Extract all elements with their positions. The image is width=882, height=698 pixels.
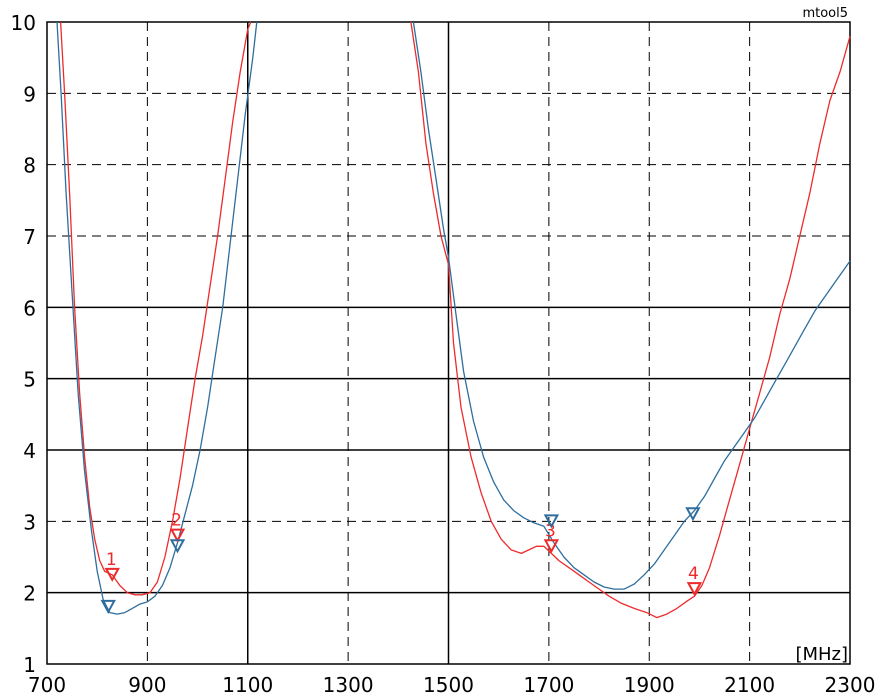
corner-label: mtool5 — [802, 6, 848, 21]
y-tick-label-6: 6 — [23, 296, 36, 320]
y-tick-label-3: 3 — [23, 510, 36, 534]
x-tick-label-700: 700 — [28, 673, 66, 697]
marker-1-icon — [104, 567, 120, 582]
curves — [56, 21, 851, 619]
markers: 1 2 3 4 — [100, 507, 703, 615]
marker-6-icon — [169, 539, 186, 554]
x-tick-label-1500: 1500 — [423, 673, 474, 697]
y-tick-label-5: 5 — [23, 368, 36, 392]
series-1-band2-line — [410, 21, 851, 619]
x-tick-label-2300: 2300 — [825, 673, 876, 697]
marker-label-4: 4 — [688, 564, 699, 584]
marker-label-3: 3 — [545, 521, 556, 541]
x-tick-label-1900: 1900 — [624, 673, 675, 697]
x-tick-label-2100: 2100 — [724, 673, 775, 697]
marker-8-icon — [685, 507, 701, 522]
y-tick-label-9: 9 — [23, 82, 36, 106]
y-tick-label-2: 2 — [23, 582, 36, 606]
y-tick-label-8: 8 — [23, 154, 36, 178]
y-tick-label-10: 10 — [11, 11, 36, 35]
marker-2-icon — [169, 528, 186, 543]
x-tick-label-900: 900 — [128, 673, 166, 697]
series-1-band1-line — [59, 21, 252, 596]
marker-label-2: 2 — [171, 511, 182, 531]
marker-label-1: 1 — [106, 550, 117, 570]
grid — [47, 22, 850, 664]
marker-3-icon — [543, 539, 560, 554]
y-tick-label-4: 4 — [23, 439, 36, 463]
x-tick-label-1300: 1300 — [323, 673, 374, 697]
series-2-band2-line — [412, 21, 851, 590]
x-tick-label-1100: 1100 — [222, 673, 273, 697]
series-2-band1-line — [56, 21, 258, 615]
x-tick-label-1700: 1700 — [523, 673, 574, 697]
marker-4-icon — [686, 582, 703, 597]
tick-labels: 700 900 1100 1300 1500 1700 1900 2100 2300 1 2 3 4 5 6… — [11, 11, 876, 697]
x-unit-label: [MHz] — [795, 644, 848, 665]
y-tick-label-7: 7 — [23, 225, 36, 249]
y-tick-label-1: 1 — [23, 653, 36, 677]
marker-7-icon — [543, 514, 560, 529]
marker-5-icon — [100, 599, 116, 615]
